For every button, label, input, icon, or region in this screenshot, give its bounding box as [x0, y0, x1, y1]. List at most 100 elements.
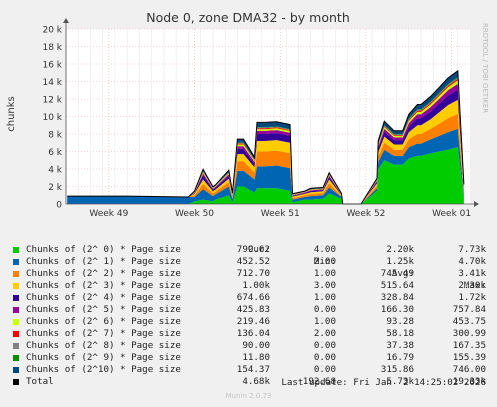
legend-item-avg: 166.30 [380, 304, 414, 315]
legend-item-cur: 136.04 [236, 328, 270, 339]
last-update: Last update: Fri Jan 2 14:25:02 2026 [281, 377, 486, 388]
legend-item-min: 0.00 [313, 304, 336, 315]
legend-header: Cur: Min: Avg: Max: [0, 232, 497, 291]
x-tick-label: Week 01 [432, 209, 471, 219]
area-chart: Node 0, zone DMA32 - by month chunks RRD… [6, 10, 489, 219]
legend-item: Chunks of (2^ 0) * Page size 799.62 4.00 2.… [0, 244, 497, 256]
legend-item: Chunks of (2^ 5) * Page size 425.83 0.00 16… [0, 304, 497, 316]
legend-item-min: 1.00 [313, 316, 336, 327]
legend-item-max: 155.39 [452, 352, 486, 363]
legend-item: Chunks of (2^10) * Page size 154.37 0.00 31… [0, 364, 497, 376]
y-tick-label: 18 k [42, 43, 62, 53]
legend-item-avg: 1.25k [386, 256, 414, 267]
legend-item: Chunks of (2^ 9) * Page size 11.80 0.00 16.… [0, 352, 497, 364]
legend-item-avg: 16.79 [386, 352, 414, 363]
legend-item-min: 2.00 [313, 328, 336, 339]
series-area [67, 113, 464, 204]
legend-item-max: 19.33k [452, 376, 486, 387]
legend-item-max: 1.72k [458, 292, 486, 303]
legend-swatch [13, 295, 19, 301]
legend-item-name: Chunks of (2^ 4) * Page size [26, 292, 181, 303]
legend-swatch [13, 379, 19, 385]
legend-item: Chunks of (2^ 6) * Page size 219.46 1.00 93… [0, 316, 497, 328]
x-tick-label: Week 49 [89, 209, 128, 219]
legend-item-min: 1.00 [313, 292, 336, 303]
legend-item: Chunks of (2^ 3) * Page size 1.00k 3.00 515… [0, 280, 497, 292]
legend-item-max: 453.75 [452, 316, 486, 327]
y-tick-label: 6 k [48, 148, 63, 158]
legend-header-min: Min: [313, 256, 336, 267]
legend-item-name: Chunks of (2^ 6) * Page size [26, 316, 181, 327]
legend-item-avg: 5.73k [386, 376, 414, 387]
y-tick-label: 10 k [42, 113, 62, 123]
legend-item-cur: 425.83 [236, 304, 270, 315]
legend-swatch [13, 271, 19, 277]
legend-item: Total 4.68k 192.68 5.73k 19.33k [0, 376, 497, 388]
legend-item-cur: 4.68k [242, 376, 270, 387]
legend-item-name: Chunks of (2^ 5) * Page size [26, 304, 181, 315]
legend-item-min: 4.00 [313, 244, 336, 255]
legend-item-min: 3.00 [313, 280, 336, 291]
legend-item: Chunks of (2^ 1) * Page size 452.52 2.00 1.… [0, 256, 497, 268]
legend-swatch [13, 307, 19, 313]
legend-item: Chunks of (2^ 7) * Page size 136.04 2.00 58… [0, 328, 497, 340]
legend-item-max: 746.00 [452, 364, 486, 375]
chart-title: Node 0, zone DMA32 - by month [146, 10, 350, 25]
series-area [67, 147, 464, 204]
x-axis-arrow [474, 201, 479, 207]
legend-item-min: 192.68 [302, 376, 336, 387]
legend-item-max: 300.99 [452, 328, 486, 339]
legend-item-max: 4.70k [458, 256, 486, 267]
series-area [67, 128, 464, 204]
legend-item-avg: 315.86 [380, 364, 414, 375]
legend-item-min: 2.00 [313, 256, 336, 267]
legend-item-name: Chunks of (2^ 3) * Page size [26, 280, 181, 291]
y-tick-label: 2 k [48, 183, 63, 193]
legend-item-avg: 745.49 [380, 268, 414, 279]
legend-swatch [13, 247, 19, 253]
legend-item-name: Chunks of (2^ 2) * Page size [26, 268, 181, 279]
total-line [67, 69, 465, 205]
legend-swatch [13, 367, 19, 373]
legend-item-max: 3.41k [458, 268, 486, 279]
legend-item-cur: 674.66 [236, 292, 270, 303]
legend-item-max: 7.73k [458, 244, 486, 255]
legend-swatch [13, 343, 19, 349]
legend-swatch [13, 319, 19, 325]
y-tick-label: 4 k [48, 166, 63, 176]
legend-swatch [13, 259, 19, 265]
x-tick-label: Week 52 [346, 209, 385, 219]
x-tick-label: Week 50 [175, 209, 214, 219]
legend-item: Chunks of (2^ 8) * Page size 90.00 0.00 37.… [0, 340, 497, 352]
legend-item-name: Chunks of (2^ 7) * Page size [26, 328, 181, 339]
legend-item-cur: 90.00 [242, 340, 270, 351]
legend-item-avg: 93.28 [386, 316, 414, 327]
legend-item-avg: 515.64 [380, 280, 414, 291]
legend-item-max: 167.35 [452, 340, 486, 351]
legend-header-max: Max: [463, 280, 486, 291]
legend-item-min: 1.00 [313, 268, 336, 279]
legend-item-name: Chunks of (2^ 0) * Page size [26, 244, 181, 255]
legend-item-name: Chunks of (2^ 1) * Page size [26, 256, 181, 267]
legend-item-min: 0.00 [313, 364, 336, 375]
legend-item: Chunks of (2^ 2) * Page size 712.70 1.00 74… [0, 268, 497, 280]
munin-version: Munin 2.0.73 [225, 392, 272, 400]
legend-item-min: 0.00 [313, 352, 336, 363]
y-tick-label: 8 k [48, 131, 63, 141]
legend-item-name: Chunks of (2^ 8) * Page size [26, 340, 181, 351]
y-axis-label: chunks [6, 96, 17, 132]
legend-item-cur: 1.00k [242, 280, 270, 291]
legend-header-cur: Cur: [247, 244, 270, 255]
y-tick-label: 16 k [42, 61, 62, 71]
legend-swatch [13, 355, 19, 361]
legend: Cur: Min: Avg: Max: Chunks of (2^ 0) * P… [0, 232, 497, 388]
legend-header-avg: Avg: [391, 268, 414, 279]
legend-item-cur: 11.80 [242, 352, 270, 363]
legend-item-cur: 799.62 [236, 244, 270, 255]
legend-item-name: Chunks of (2^ 9) * Page size [26, 352, 181, 363]
legend-item-max: 2.30k [458, 280, 486, 291]
legend-item-max: 757.84 [452, 304, 486, 315]
legend-item-avg: 2.20k [386, 244, 414, 255]
legend-item-avg: 37.38 [386, 340, 414, 351]
legend-rows: Chunks of (2^ 0) * Page size 799.62 4.00 2.… [0, 244, 497, 388]
